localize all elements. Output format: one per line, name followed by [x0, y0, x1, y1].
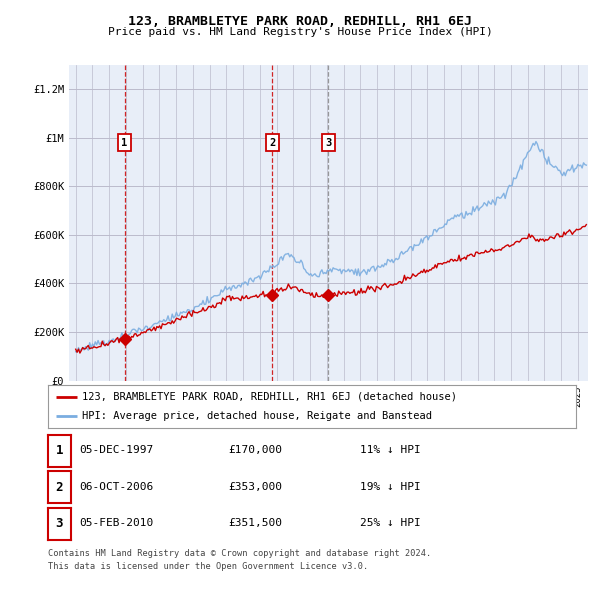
Text: 19% ↓ HPI: 19% ↓ HPI: [360, 482, 421, 491]
Text: 123, BRAMBLETYE PARK ROAD, REDHILL, RH1 6EJ: 123, BRAMBLETYE PARK ROAD, REDHILL, RH1 …: [128, 15, 472, 28]
Text: 123, BRAMBLETYE PARK ROAD, REDHILL, RH1 6EJ (detached house): 123, BRAMBLETYE PARK ROAD, REDHILL, RH1 …: [82, 392, 457, 402]
Text: 2: 2: [56, 481, 63, 494]
Text: £353,000: £353,000: [228, 482, 282, 491]
Text: This data is licensed under the Open Government Licence v3.0.: This data is licensed under the Open Gov…: [48, 562, 368, 571]
Text: 1: 1: [121, 137, 128, 148]
Text: Price paid vs. HM Land Registry's House Price Index (HPI): Price paid vs. HM Land Registry's House …: [107, 27, 493, 37]
Text: 11% ↓ HPI: 11% ↓ HPI: [360, 445, 421, 455]
Text: 1: 1: [56, 444, 63, 457]
Text: 3: 3: [56, 517, 63, 530]
Text: 25% ↓ HPI: 25% ↓ HPI: [360, 519, 421, 528]
Text: £351,500: £351,500: [228, 519, 282, 528]
Text: £170,000: £170,000: [228, 445, 282, 455]
Text: 06-OCT-2006: 06-OCT-2006: [79, 482, 154, 491]
Text: 05-FEB-2010: 05-FEB-2010: [79, 519, 154, 528]
Text: 05-DEC-1997: 05-DEC-1997: [79, 445, 154, 455]
Text: 3: 3: [325, 137, 331, 148]
Text: HPI: Average price, detached house, Reigate and Banstead: HPI: Average price, detached house, Reig…: [82, 411, 433, 421]
Text: Contains HM Land Registry data © Crown copyright and database right 2024.: Contains HM Land Registry data © Crown c…: [48, 549, 431, 558]
Text: 2: 2: [269, 137, 275, 148]
